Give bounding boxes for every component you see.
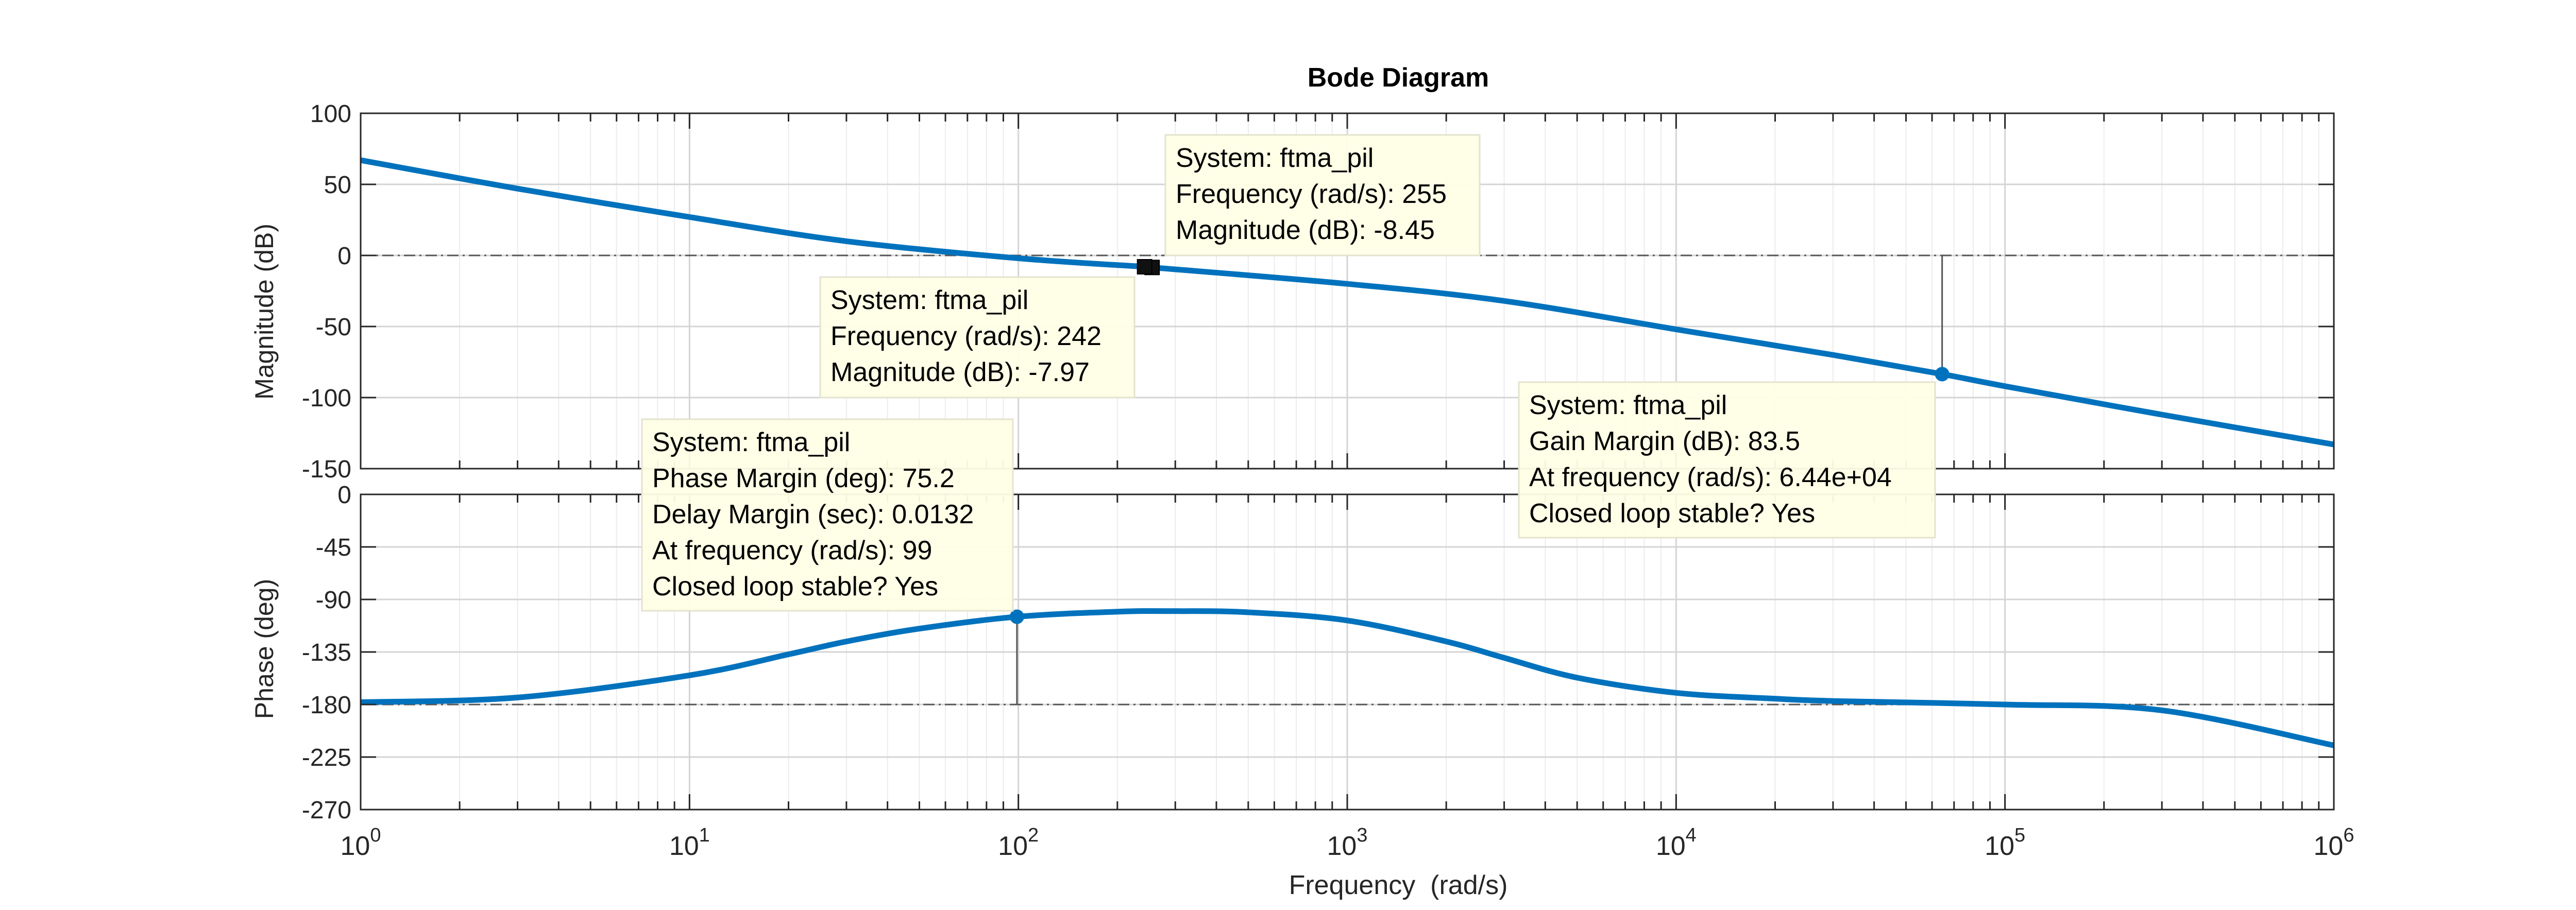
data-tip-background <box>1518 381 1936 539</box>
data-tip-line: System: ftma_pil <box>1176 143 1374 173</box>
magnitude-y-tick-label: 50 <box>324 171 351 199</box>
data-tip-box[interactable]: System: ftma_pil Gain Margin (dB): 83.5 At… <box>1518 381 1936 539</box>
magnitude-y-tick-label: 0 <box>337 243 351 270</box>
phase-y-tick-label: -90 <box>316 587 351 614</box>
data-tip-background <box>641 418 1014 612</box>
phase-curve <box>360 608 2335 748</box>
data-tip-line: Gain Margin (dB): 83.5 <box>1529 426 1800 456</box>
magnitude-y-tick-label: 100 <box>310 100 351 128</box>
data-tip-line: Closed loop stable? Yes <box>652 572 938 602</box>
phase-panel: 0 -45 -90 -135 -180 -225 -270 <box>302 482 2335 824</box>
x-tick-label: 104 <box>1656 825 1697 861</box>
data-tip-background <box>819 276 1136 399</box>
data-tip-line: At frequency (rad/s): 6.44e+04 <box>1529 462 1892 492</box>
data-tip-line: Frequency (rad/s): 255 <box>1176 179 1447 209</box>
phase-axis-label: Phase (deg) <box>250 579 279 719</box>
data-tip-line: System: ftma_pil <box>831 285 1028 315</box>
magnitude-curve <box>360 157 2334 448</box>
x-tick-label: 103 <box>1327 825 1368 861</box>
data-tip-box[interactable]: System: ftma_pil Frequency (rad/s): 255 Ma… <box>1164 134 1481 256</box>
data-tip-line: System: ftma_pil <box>652 427 850 457</box>
phase-y-tick-label: -225 <box>302 744 351 771</box>
phase-y-tick-label: -270 <box>302 797 351 824</box>
x-tick-label: 106 <box>2314 825 2354 861</box>
data-tip-box[interactable]: System: ftma_pil Phase Margin (deg): 75.2… <box>641 418 1014 612</box>
data-tip-marker-square[interactable] <box>1137 259 1153 274</box>
chart-title: Bode Diagram <box>1308 63 1489 93</box>
magnitude-y-tick-label: -50 <box>316 314 351 341</box>
phase-y-tick-label: -180 <box>302 692 351 719</box>
data-tip-marker-dot[interactable] <box>1935 367 1950 382</box>
data-tips: System: ftma_pil Frequency (rad/s): 255 Ma… <box>641 134 1950 705</box>
x-tick-label: 105 <box>1985 825 2025 861</box>
x-tick-label: 102 <box>998 825 1039 861</box>
data-tip-line: Delay Margin (sec): 0.0132 <box>652 500 974 529</box>
x-tick-label: 100 <box>341 825 381 861</box>
data-tip-background <box>1164 134 1481 256</box>
data-tip-line: Frequency (rad/s): 242 <box>831 321 1101 351</box>
phase-y-tick-label: 0 <box>337 482 351 509</box>
magnitude-y-tick-label: -100 <box>302 385 351 412</box>
x-tick-label: 101 <box>669 825 710 861</box>
data-tip-line: Closed loop stable? Yes <box>1529 499 1815 528</box>
data-tip-line: Magnitude (dB): -8.45 <box>1176 215 1435 245</box>
phase-y-tick-label: -135 <box>302 639 351 666</box>
magnitude-axis-label: Magnitude (dB) <box>250 224 279 400</box>
data-tip-line: Magnitude (dB): -7.97 <box>831 357 1090 387</box>
data-tip-line: At frequency (rad/s): 99 <box>652 536 932 565</box>
data-tip-box[interactable]: System: ftma_pil Frequency (rad/s): 242 Ma… <box>819 276 1136 399</box>
data-tip-line: System: ftma_pil <box>1529 390 1727 420</box>
data-tip-line: Phase Margin (deg): 75.2 <box>652 463 955 493</box>
phase-y-tick-label: -45 <box>316 534 351 561</box>
x-axis-label: Frequency (rad/s) <box>1289 870 1508 900</box>
data-tip-marker-dot[interactable] <box>1009 609 1024 624</box>
x-tick-labels: 100 101 102 103 104 105 106 <box>341 825 2354 861</box>
magnitude-y-tick-label: -150 <box>302 456 351 483</box>
